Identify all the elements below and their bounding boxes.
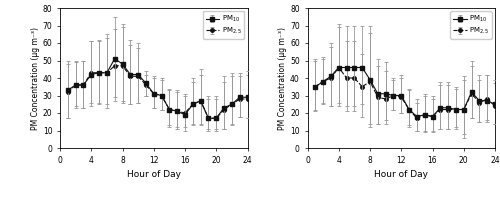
Y-axis label: PM Concentration (μg m⁻³): PM Concentration (μg m⁻³) [278, 26, 287, 130]
Legend: PM$_{10}$, PM$_{2.5}$: PM$_{10}$, PM$_{2.5}$ [450, 11, 492, 39]
X-axis label: Hour of Day: Hour of Day [127, 170, 181, 179]
Y-axis label: PM Concentration (μg m⁻³): PM Concentration (μg m⁻³) [31, 26, 40, 130]
X-axis label: Hour of Day: Hour of Day [374, 170, 428, 179]
Legend: PM$_{10}$, PM$_{2.5}$: PM$_{10}$, PM$_{2.5}$ [203, 11, 244, 39]
